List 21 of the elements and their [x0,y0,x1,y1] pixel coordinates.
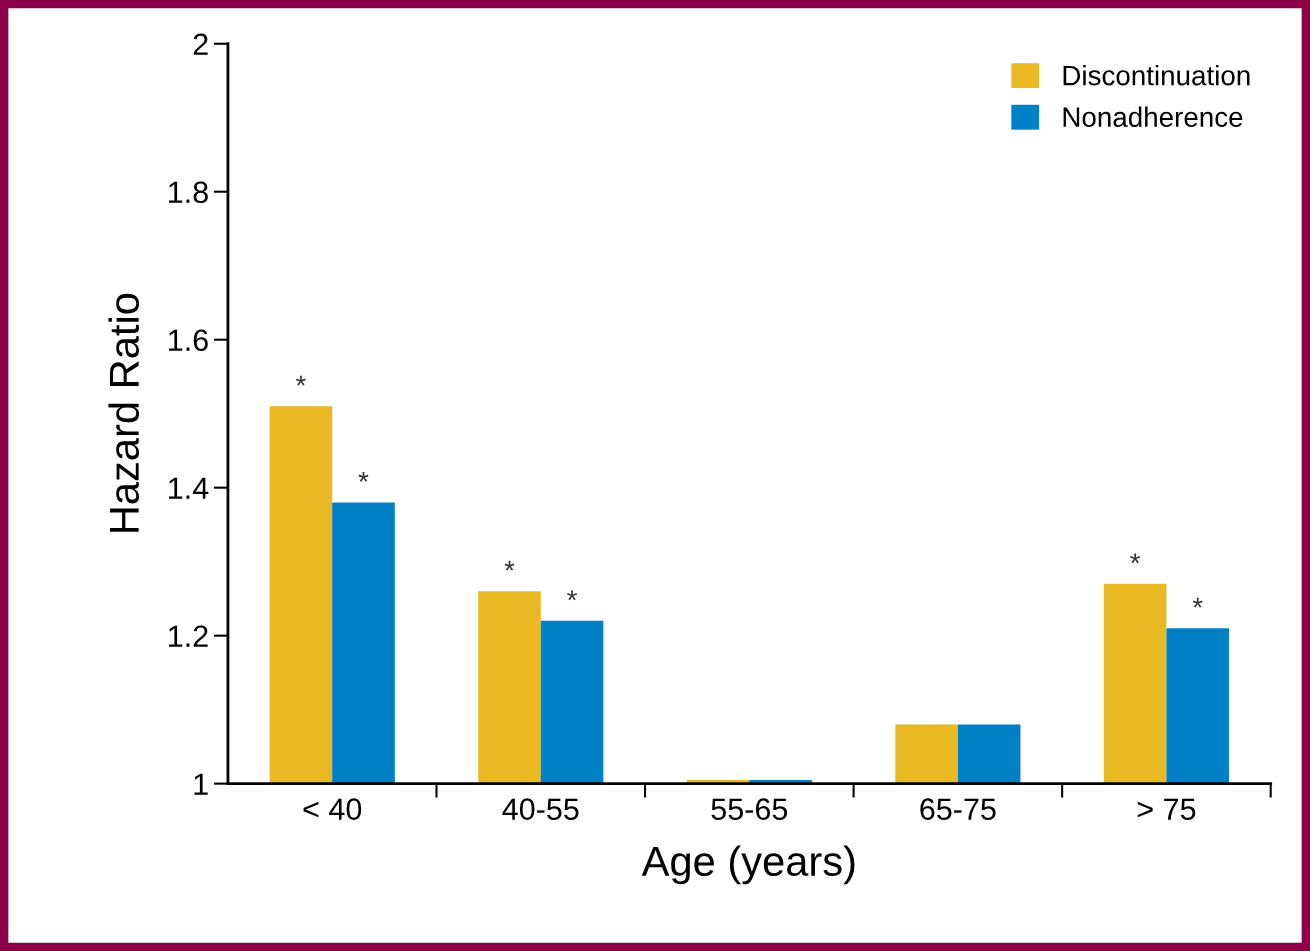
y-tick-label: 1.2 [169,625,208,647]
x-tick-label: 40-55 [502,798,579,820]
annotation: * [358,472,369,482]
y-tick-label: 1 [194,773,208,795]
x-tick-label: 65-75 [920,798,996,820]
y-tick-label: 1.6 [169,329,208,352]
x-tick-label: 55-65 [711,798,788,820]
legend-label: Discontinuation [1063,65,1250,86]
legend-label: Nonadherence [1063,106,1243,128]
y-axis-title: Hazard Ratio [108,293,140,532]
x-tick-label: < 40 [303,798,362,820]
annotation: * [504,560,515,571]
annotation: * [1192,597,1203,608]
y-tick-label: 2 [193,33,208,55]
x-axis-title: Age (years) [641,845,855,885]
annotation: * [295,375,306,386]
annotation: * [1130,553,1141,564]
annotation: * [567,590,578,601]
x-tick-label: > 75 [1137,798,1196,820]
y-tick-label: 1.4 [169,477,209,499]
y-tick-label: 1.8 [169,181,208,204]
